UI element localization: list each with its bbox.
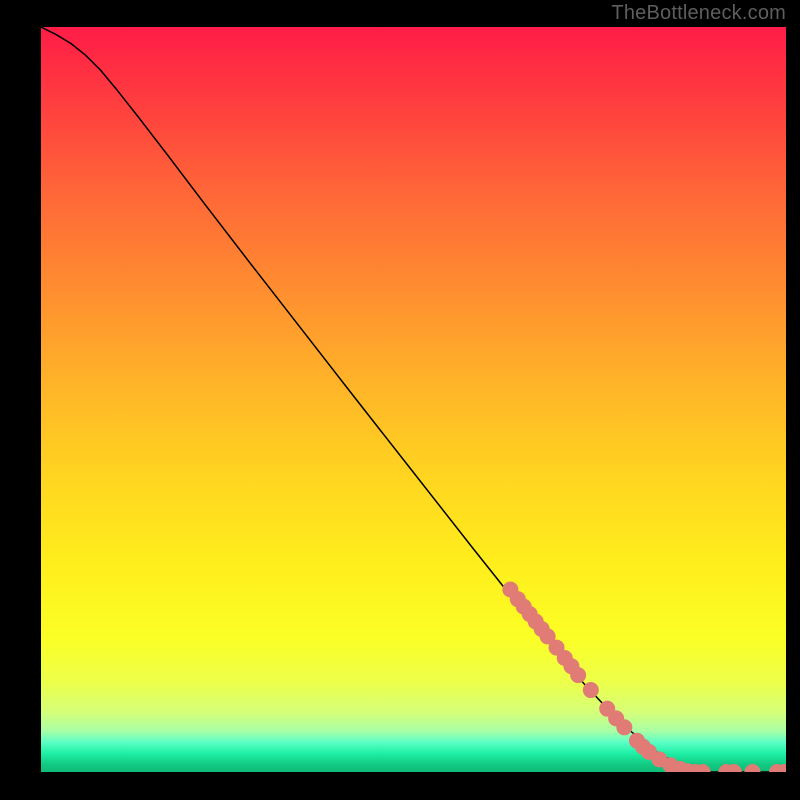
- attribution-text: TheBottleneck.com: [611, 2, 786, 25]
- data-point: [570, 667, 586, 683]
- chart-background: [41, 27, 786, 772]
- data-point: [616, 719, 632, 735]
- data-point: [583, 682, 599, 698]
- bottleneck-curve-chart: [41, 27, 786, 772]
- chart-plot-area: [41, 27, 786, 772]
